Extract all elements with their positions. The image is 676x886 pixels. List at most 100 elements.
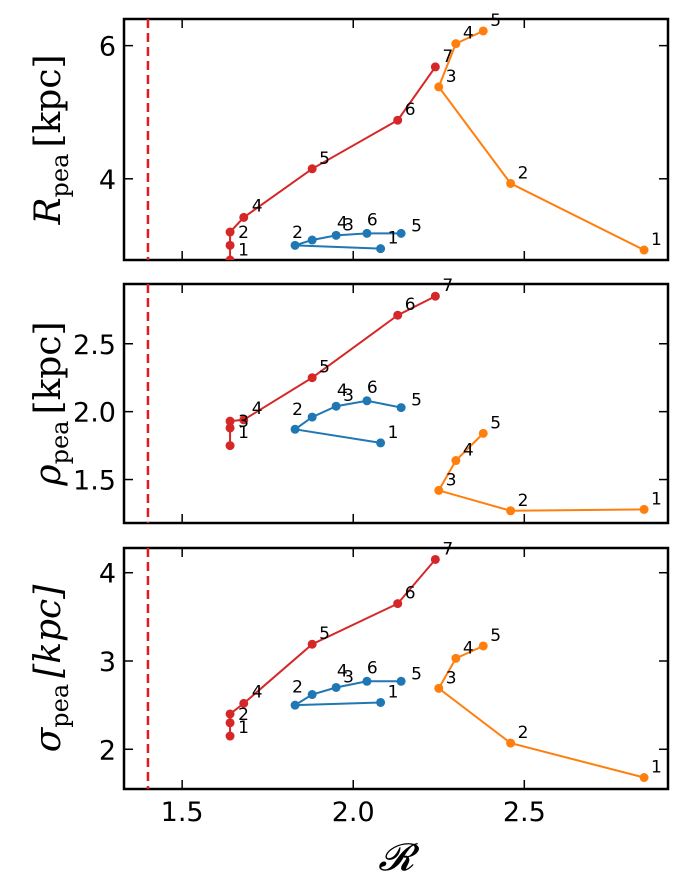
point-label-red: 7 (442, 539, 453, 559)
series-line-red (229, 295, 436, 446)
point-label-red: 1 (238, 423, 249, 443)
point-label-orange: 4 (463, 441, 474, 461)
data-point-orange (434, 485, 444, 495)
data-point-blue (290, 424, 300, 434)
point-label-blue: 1 (388, 682, 399, 702)
point-label-blue: 4 (337, 213, 348, 233)
ytick-label-bottom: 2 (99, 735, 116, 766)
point-label-orange: 4 (463, 638, 474, 658)
point-label-red: 4 (252, 682, 263, 702)
point-label-blue: 2 (292, 400, 303, 420)
data-point-blue (290, 700, 300, 710)
axes-frame-top (122, 17, 670, 262)
data-point-orange (451, 653, 461, 663)
point-label-red: 5 (319, 358, 330, 378)
point-label-orange: 3 (446, 470, 457, 490)
data-point-orange (506, 738, 516, 748)
data-point-red (430, 554, 440, 564)
data-point-orange (451, 39, 461, 49)
data-point-orange (506, 178, 516, 188)
data-point-blue (362, 676, 372, 686)
ytick-label-middle: 2.5 (73, 330, 116, 361)
point-label-red: 5 (319, 149, 330, 169)
data-point-orange (639, 773, 649, 783)
point-label-blue: 6 (367, 210, 378, 230)
data-point-blue (396, 676, 406, 686)
data-point-red (393, 310, 403, 320)
data-point-blue (290, 240, 300, 250)
data-point-orange (639, 245, 649, 255)
ytick-label-top: 4 (99, 165, 116, 196)
data-point-blue (307, 690, 317, 700)
data-point-blue (307, 235, 317, 245)
data-point-red (225, 255, 235, 260)
data-point-blue (331, 401, 341, 411)
data-point-orange (451, 456, 461, 466)
ylabel-bottom: σpea[kpc] (28, 584, 74, 753)
data-point-red (239, 212, 249, 222)
data-point-red (430, 62, 440, 72)
point-label-red: 6 (405, 295, 416, 315)
data-point-red (225, 416, 235, 426)
point-label-red: 4 (252, 399, 263, 419)
point-label-orange: 5 (490, 413, 501, 433)
data-point-blue (396, 403, 406, 413)
point-label-blue: 1 (388, 423, 399, 443)
data-point-orange (506, 506, 516, 516)
data-point-red (430, 291, 440, 301)
xtick-label: 2.5 (503, 797, 546, 828)
data-point-orange (639, 504, 649, 514)
xtick-label: 2.0 (332, 797, 375, 828)
point-label-orange: 2 (518, 163, 529, 183)
data-point-red (239, 415, 249, 425)
data-point-orange (478, 428, 488, 438)
data-point-blue (376, 438, 386, 448)
point-label-red: 7 (442, 47, 453, 67)
data-point-orange (434, 683, 444, 693)
point-label-orange: 5 (490, 11, 501, 31)
point-label-orange: 3 (446, 668, 457, 688)
xlabel: 𝓡 (378, 835, 420, 879)
point-label-red: 3 (238, 412, 249, 432)
point-label-orange: 3 (446, 67, 457, 87)
point-label-orange: 1 (651, 230, 662, 250)
data-point-red (225, 731, 235, 741)
point-label-orange: 1 (651, 489, 662, 509)
data-point-red (225, 441, 235, 451)
ylabel-top: Rpea[kpc] (28, 54, 74, 225)
data-point-orange (478, 641, 488, 651)
point-label-orange: 4 (463, 24, 474, 44)
data-point-red (307, 639, 317, 649)
series-line-blue (294, 232, 402, 250)
data-point-red (225, 423, 235, 433)
data-point-blue (331, 230, 341, 240)
data-point-blue (307, 412, 317, 422)
point-label-blue: 4 (337, 381, 348, 401)
series-line-orange (437, 645, 645, 779)
data-point-red (307, 373, 317, 383)
point-label-blue: 6 (367, 658, 378, 678)
point-label-red: 4 (252, 196, 263, 216)
data-point-blue (376, 244, 386, 254)
ylabel-middle: ρpea[kpc] (28, 321, 74, 486)
point-label-orange: 1 (651, 758, 662, 778)
ytick-label-bottom: 3 (99, 647, 116, 678)
data-point-blue (331, 682, 341, 692)
data-point-red (225, 227, 235, 237)
data-point-red (307, 164, 317, 174)
data-point-red (225, 718, 235, 728)
point-label-red: 7 (442, 276, 453, 296)
data-point-red (239, 698, 249, 708)
data-point-blue (376, 697, 386, 707)
series-line-blue (291, 680, 402, 707)
data-point-red (225, 709, 235, 719)
ytick-label-top: 6 (99, 32, 116, 63)
data-point-blue (362, 228, 372, 238)
point-label-blue: 3 (343, 667, 354, 687)
data-point-orange (478, 26, 488, 36)
axes-frame-middle (122, 282, 670, 525)
point-label-blue: 2 (292, 678, 303, 698)
